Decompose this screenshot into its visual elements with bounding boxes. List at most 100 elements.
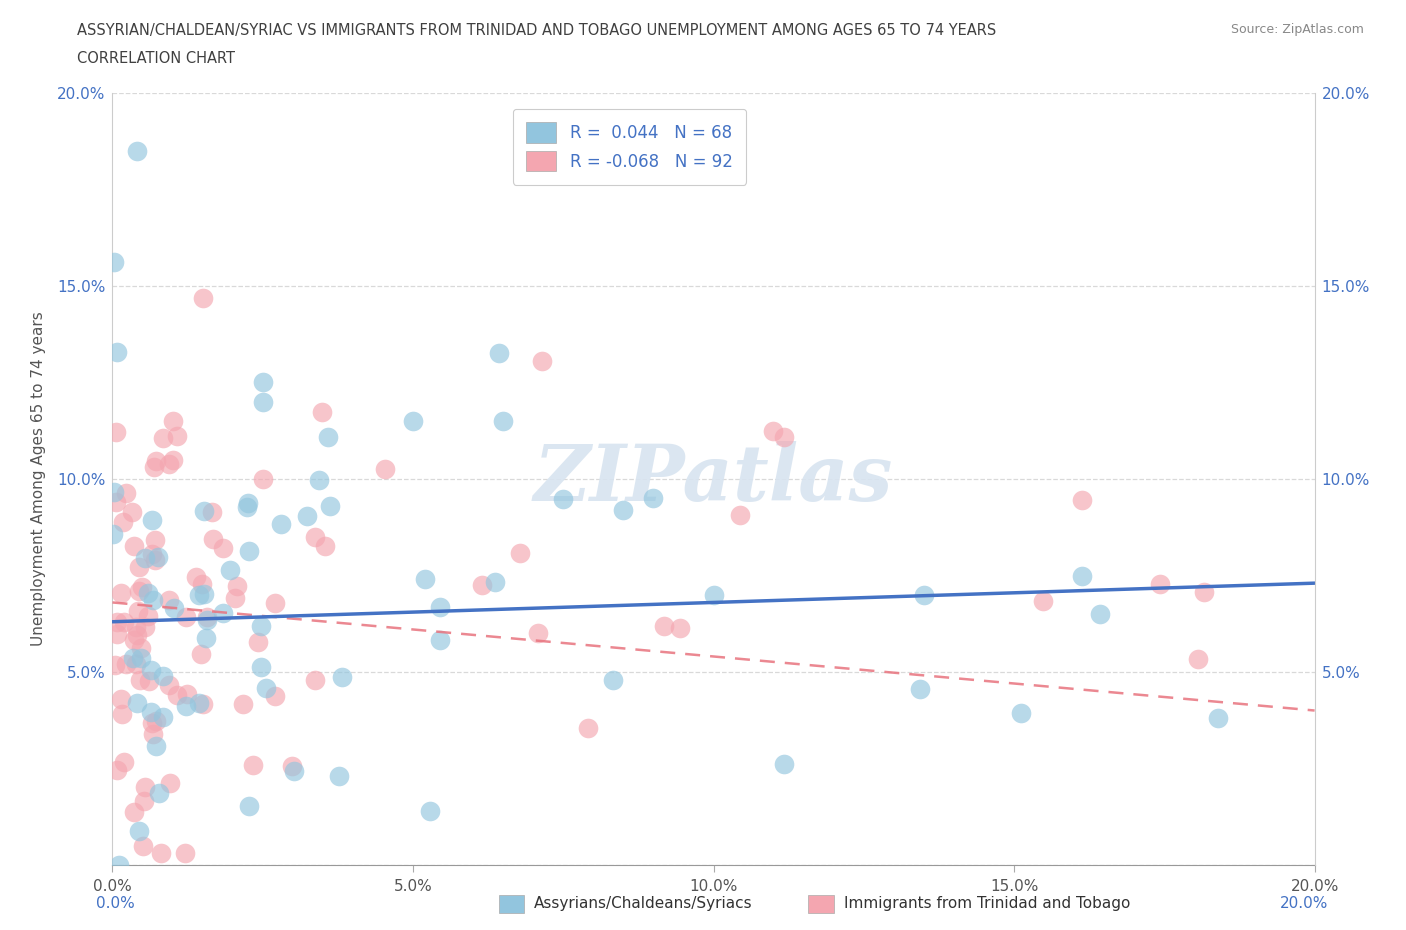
Point bbox=[103, 527, 125, 542]
Point bbox=[142, 726, 165, 741]
Point bbox=[1070, 493, 1092, 508]
Point bbox=[105, 344, 128, 359]
Point bbox=[141, 716, 163, 731]
Point bbox=[553, 491, 575, 506]
Point bbox=[141, 705, 163, 720]
Point bbox=[148, 786, 170, 801]
Point bbox=[311, 405, 333, 419]
Point bbox=[114, 485, 136, 500]
Point bbox=[1071, 569, 1094, 584]
Point bbox=[263, 595, 285, 610]
Point bbox=[125, 619, 148, 634]
Point bbox=[190, 646, 212, 661]
Point bbox=[146, 550, 169, 565]
Point bbox=[488, 346, 510, 361]
Point bbox=[134, 779, 156, 794]
Point bbox=[141, 547, 163, 562]
Point bbox=[110, 692, 132, 707]
Point bbox=[115, 657, 138, 671]
Text: 0.0%: 0.0% bbox=[96, 897, 135, 911]
Point bbox=[139, 663, 162, 678]
Point bbox=[184, 570, 207, 585]
Text: 20.0%: 20.0% bbox=[1281, 897, 1329, 911]
Point bbox=[1187, 652, 1209, 667]
Point bbox=[530, 354, 553, 369]
Point bbox=[218, 563, 240, 578]
Point bbox=[173, 846, 195, 861]
Point bbox=[252, 472, 274, 486]
Point bbox=[419, 804, 441, 818]
Point bbox=[122, 632, 145, 647]
Point bbox=[143, 533, 166, 548]
Point bbox=[762, 423, 785, 438]
Point bbox=[612, 502, 634, 517]
Point bbox=[236, 499, 259, 514]
Point bbox=[188, 696, 211, 711]
Point bbox=[1192, 585, 1215, 600]
Point bbox=[256, 681, 278, 696]
Point bbox=[308, 472, 330, 487]
Point bbox=[236, 496, 259, 511]
Point bbox=[270, 516, 292, 531]
Point bbox=[152, 669, 174, 684]
Point bbox=[121, 650, 143, 665]
Point bbox=[250, 618, 273, 633]
Point bbox=[162, 414, 184, 429]
Point bbox=[121, 504, 143, 519]
Point bbox=[131, 579, 153, 594]
Point bbox=[250, 659, 273, 674]
Point bbox=[162, 452, 184, 467]
Point bbox=[295, 509, 318, 524]
Point bbox=[128, 823, 150, 838]
Point bbox=[103, 255, 125, 270]
Point bbox=[211, 540, 233, 555]
Point bbox=[413, 572, 436, 587]
Point bbox=[134, 619, 156, 634]
Point bbox=[201, 531, 224, 546]
Text: Source: ZipAtlas.com: Source: ZipAtlas.com bbox=[1230, 23, 1364, 36]
Point bbox=[157, 677, 180, 692]
Point bbox=[134, 551, 156, 565]
Point bbox=[157, 592, 180, 607]
Point bbox=[1088, 606, 1111, 621]
Point bbox=[138, 673, 160, 688]
Point bbox=[772, 756, 794, 771]
Point bbox=[402, 414, 425, 429]
Point bbox=[703, 588, 725, 603]
Point bbox=[429, 600, 451, 615]
Point bbox=[1032, 594, 1054, 609]
Point bbox=[124, 538, 146, 553]
Legend: R =  0.044   N = 68, R = -0.068   N = 92: R = 0.044 N = 68, R = -0.068 N = 92 bbox=[513, 109, 745, 185]
Point bbox=[124, 657, 146, 671]
Point bbox=[232, 697, 254, 711]
Point bbox=[318, 498, 340, 513]
Point bbox=[166, 687, 188, 702]
Point bbox=[128, 583, 150, 598]
Point bbox=[127, 696, 149, 711]
Text: Immigrants from Trinidad and Tobago: Immigrants from Trinidad and Tobago bbox=[844, 897, 1130, 911]
Point bbox=[141, 593, 163, 608]
Point bbox=[1149, 577, 1171, 591]
Point bbox=[1010, 706, 1032, 721]
Point bbox=[238, 798, 260, 813]
Point bbox=[191, 290, 214, 305]
Point bbox=[643, 491, 665, 506]
Point bbox=[136, 608, 159, 623]
Point bbox=[304, 672, 326, 687]
Point bbox=[104, 658, 127, 672]
Point bbox=[304, 529, 326, 544]
Point bbox=[201, 505, 224, 520]
Point bbox=[242, 757, 264, 772]
Point bbox=[142, 459, 165, 474]
Point bbox=[174, 698, 197, 713]
Point bbox=[107, 615, 129, 630]
Point bbox=[193, 503, 215, 518]
Point bbox=[252, 375, 274, 390]
Point bbox=[187, 588, 209, 603]
Point bbox=[112, 754, 135, 769]
Point bbox=[281, 759, 304, 774]
Point bbox=[105, 627, 128, 642]
Point bbox=[105, 424, 128, 439]
Point bbox=[141, 513, 163, 528]
Point bbox=[125, 143, 148, 158]
